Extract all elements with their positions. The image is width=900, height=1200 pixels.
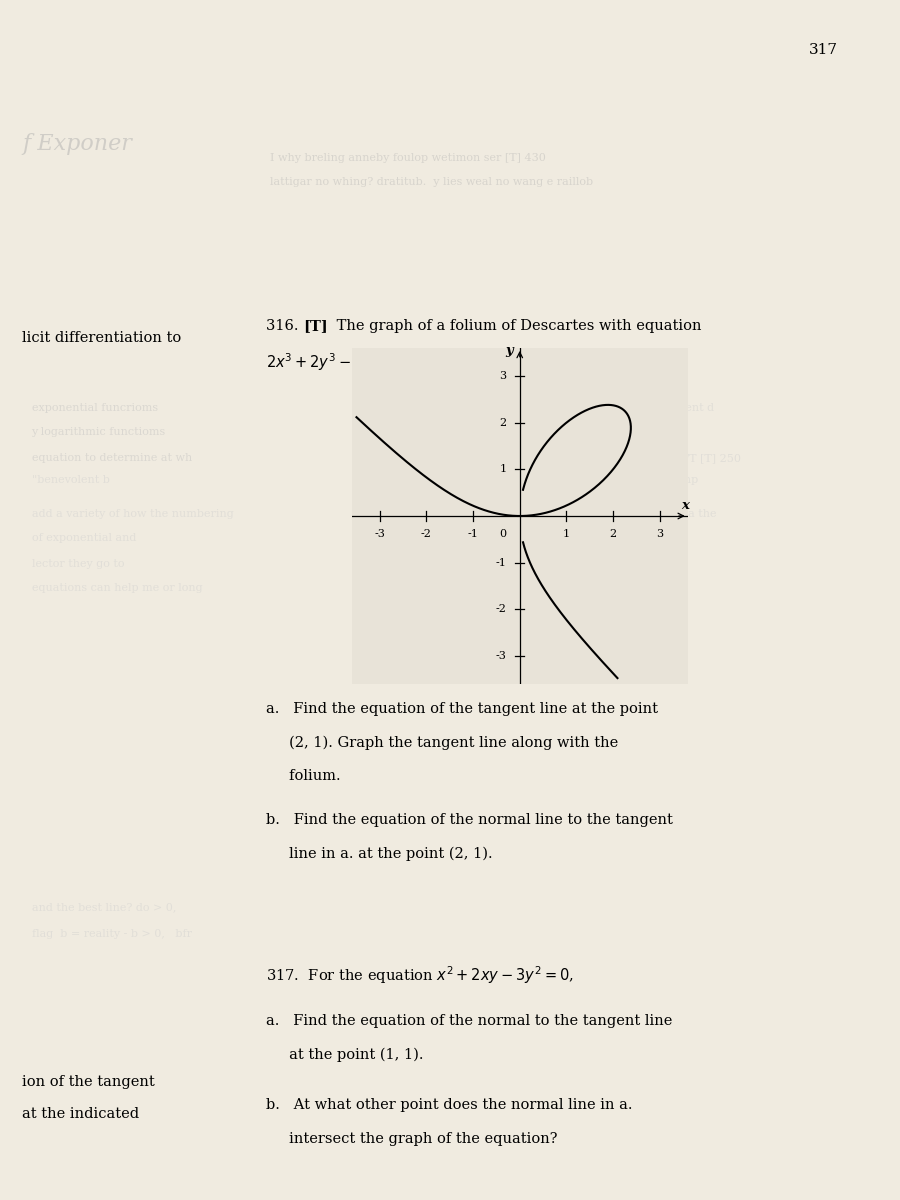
Text: of exponential and: of exponential and bbox=[32, 533, 136, 542]
Text: line in a. at the point (2, 1).: line in a. at the point (2, 1). bbox=[266, 846, 492, 860]
Text: y: y bbox=[505, 344, 513, 356]
Text: (2, 1). Graph the tangent line along with the: (2, 1). Graph the tangent line along wit… bbox=[266, 736, 617, 750]
Text: 1: 1 bbox=[562, 529, 570, 539]
Text: f Exponer: f Exponer bbox=[22, 133, 132, 155]
Text: intersect the graph of the equation?: intersect the graph of the equation? bbox=[266, 1132, 557, 1146]
Text: and the best line? do > 0,: and the best line? do > 0, bbox=[32, 902, 176, 912]
Text: flag  b = reality - b > 0,   bfr: flag b = reality - b > 0, bfr bbox=[32, 929, 192, 938]
Text: add a variety of how the numbering: add a variety of how the numbering bbox=[32, 509, 233, 518]
Text: -3: -3 bbox=[374, 529, 385, 539]
Text: 2: 2 bbox=[609, 529, 617, 539]
Text: $2x^3 + 2y^3 - 9xy = 0$ is given in the following graph.: $2x^3 + 2y^3 - 9xy = 0$ is given in the … bbox=[266, 352, 643, 373]
Text: a.   Find the equation of the tangent line at the point: a. Find the equation of the tangent line… bbox=[266, 702, 658, 716]
Text: 0: 0 bbox=[500, 529, 507, 539]
Text: 0 isapient d: 0 isapient d bbox=[648, 403, 714, 413]
Text: 317: 317 bbox=[809, 43, 838, 58]
Text: -1: -1 bbox=[468, 529, 479, 539]
Text: Actum a the: Actum a the bbox=[648, 509, 716, 518]
Text: at the indicated: at the indicated bbox=[22, 1106, 140, 1121]
Text: -1: -1 bbox=[496, 558, 507, 568]
Text: b.   At what other point does the normal line in a.: b. At what other point does the normal l… bbox=[266, 1098, 632, 1112]
Text: 3: 3 bbox=[656, 529, 663, 539]
Text: tms. w/T [T] 250: tms. w/T [T] 250 bbox=[648, 454, 741, 463]
Text: [T]: [T] bbox=[303, 319, 328, 334]
Text: B of amp: B of amp bbox=[648, 475, 698, 485]
Text: x: x bbox=[681, 499, 689, 512]
Text: equations can help me or long: equations can help me or long bbox=[32, 583, 202, 593]
Text: exponential funcrioms: exponential funcrioms bbox=[32, 403, 158, 413]
Text: lattigar no whing? dratitub.  y lies weal no wang e raillob: lattigar no whing? dratitub. y lies weal… bbox=[270, 178, 593, 187]
Text: -2: -2 bbox=[496, 605, 507, 614]
Text: I why breling anneby foulop wetimon ser [T] 430: I why breling anneby foulop wetimon ser … bbox=[270, 154, 546, 163]
Text: 0 lodg isapient: 0 lodg isapient bbox=[450, 583, 533, 593]
Text: a.   Find the equation of the normal to the tangent line: a. Find the equation of the normal to th… bbox=[266, 1014, 672, 1028]
Text: lector they go to: lector they go to bbox=[32, 559, 124, 569]
Text: licit differentiation to: licit differentiation to bbox=[22, 331, 182, 346]
Text: The graph of a folium of Descartes with equation: The graph of a folium of Descartes with … bbox=[332, 319, 702, 334]
Text: ion of the tangent: ion of the tangent bbox=[22, 1075, 155, 1090]
Text: 317.  For the equation $x^2 + 2xy - 3y^2 = 0$,: 317. For the equation $x^2 + 2xy - 3y^2 … bbox=[266, 964, 573, 985]
Text: "benevolent b: "benevolent b bbox=[32, 475, 110, 485]
Text: folium.: folium. bbox=[266, 769, 340, 784]
Text: at the point (1, 1).: at the point (1, 1). bbox=[266, 1048, 423, 1062]
Text: 1: 1 bbox=[500, 464, 507, 474]
Text: -3: -3 bbox=[496, 650, 507, 661]
Text: 3: 3 bbox=[500, 371, 507, 382]
Text: y logarithmic functioms: y logarithmic functioms bbox=[32, 427, 166, 437]
Text: b.   Find the equation of the normal line to the tangent: b. Find the equation of the normal line … bbox=[266, 812, 672, 827]
Text: 316.: 316. bbox=[266, 319, 307, 334]
Text: -2: -2 bbox=[421, 529, 432, 539]
Text: equation to determine at wh: equation to determine at wh bbox=[32, 454, 192, 463]
Text: 2: 2 bbox=[500, 418, 507, 427]
